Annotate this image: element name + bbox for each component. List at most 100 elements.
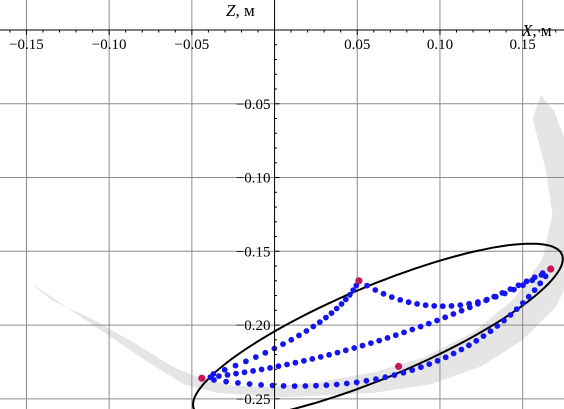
trajectory-3-point bbox=[487, 328, 494, 335]
trajectory-2-point bbox=[338, 301, 345, 307]
trajectory-3-point bbox=[323, 382, 330, 389]
trajectory-1-point bbox=[448, 303, 455, 309]
trajectory-3-point bbox=[473, 337, 480, 344]
trajectory-4-point bbox=[275, 363, 282, 370]
trajectory-4-point bbox=[401, 329, 407, 336]
trajectory-2-point bbox=[252, 354, 259, 360]
trajectory-4-point bbox=[258, 366, 265, 373]
x-axis-unit: , м bbox=[532, 21, 552, 40]
trajectory-4-point bbox=[483, 297, 489, 304]
trajectory-4-point bbox=[267, 365, 273, 371]
trajectory-1-point bbox=[457, 302, 464, 308]
corner-point bbox=[395, 362, 403, 370]
trajectory-1-point bbox=[405, 299, 412, 306]
x-tick-labels: −0.15 −0.10 −0.05 0.05 0.10 0.15 bbox=[9, 37, 536, 53]
trajectory-3-point bbox=[409, 367, 416, 373]
trajectory-1-point bbox=[372, 287, 379, 293]
y-axis-title: Z, м bbox=[226, 1, 255, 20]
trajectory-4-point bbox=[207, 374, 214, 381]
trajectory-2-point bbox=[280, 341, 286, 347]
trajectory-3-point bbox=[520, 300, 526, 306]
trajectory-1-point bbox=[364, 282, 370, 289]
trajectory-4-point bbox=[491, 293, 498, 300]
trajectory-4-point bbox=[475, 300, 481, 307]
trajectory-4-point bbox=[309, 356, 316, 362]
y-axis-unit: , м bbox=[235, 1, 255, 20]
trajectory-1-point bbox=[520, 282, 526, 289]
trajectory-3-point bbox=[442, 354, 449, 361]
trajectory-2-point bbox=[328, 310, 335, 316]
reachable-ellipse bbox=[191, 242, 564, 409]
trajectory-2-point bbox=[262, 349, 269, 356]
trajectory-4-point bbox=[284, 361, 290, 368]
trajectory-4-point bbox=[539, 270, 546, 277]
trajectory-3-point bbox=[391, 372, 398, 378]
trajectory-4-point bbox=[359, 342, 366, 349]
trajectory-4-point bbox=[409, 326, 416, 333]
trajectory-2-point bbox=[316, 319, 323, 325]
trajectory-2-point bbox=[303, 328, 310, 334]
trajectory-4-point bbox=[351, 345, 358, 351]
trajectory-2-point bbox=[288, 336, 295, 343]
trajectory-4-point bbox=[450, 311, 457, 317]
trajectory-3-point bbox=[258, 382, 264, 388]
x-tick-label: −0.05 bbox=[174, 37, 209, 53]
trajectory-4-point bbox=[507, 286, 514, 292]
trajectory-3-point bbox=[382, 374, 389, 381]
trajectory-2-point bbox=[342, 296, 349, 303]
trajectory-3-point bbox=[537, 280, 544, 287]
trajectory-3-point bbox=[400, 369, 407, 376]
trajectory-3-point bbox=[450, 350, 457, 357]
trajectory-3-point bbox=[246, 381, 253, 387]
trajectory-4-point bbox=[342, 347, 349, 354]
trajectory-4-point bbox=[531, 274, 538, 281]
trajectory-1-point bbox=[388, 294, 395, 300]
y-axis-var: Z bbox=[226, 1, 236, 20]
trajectory-3-point bbox=[343, 380, 350, 387]
trajectory-4-point bbox=[442, 314, 449, 321]
trajectory-3-point bbox=[480, 333, 487, 339]
y-tick-labels: −0.05 −0.10 −0.15 −0.20 −0.25 bbox=[236, 97, 271, 408]
trajectory-3-point bbox=[513, 306, 520, 312]
workspace-region bbox=[29, 94, 564, 398]
trajectory-3-point bbox=[363, 377, 370, 384]
trajectory-3-point bbox=[434, 357, 441, 364]
trajectory-4-point bbox=[499, 290, 506, 296]
corner-point bbox=[198, 374, 206, 382]
x-tick-label: 0.15 bbox=[510, 37, 536, 53]
trajectory-3-point bbox=[458, 346, 465, 353]
trajectory-4-point bbox=[458, 307, 465, 314]
x-tick-label: 0.05 bbox=[344, 37, 370, 53]
trajectory-4-point bbox=[515, 282, 522, 289]
trajectory-4-point bbox=[334, 349, 341, 356]
trajectory-3-point bbox=[525, 293, 532, 300]
trajectory-4-point bbox=[233, 370, 239, 377]
x-tick-label: −0.10 bbox=[92, 37, 127, 53]
trajectory-2-point bbox=[243, 358, 249, 365]
trajectory-3-point bbox=[280, 383, 287, 389]
trajectory-3-point bbox=[531, 287, 538, 293]
trajectory-2-point bbox=[310, 323, 317, 330]
trajectory-3-point bbox=[223, 378, 230, 385]
y-tick-label: −0.20 bbox=[236, 318, 271, 334]
trajectory-4-point bbox=[241, 369, 248, 376]
trajectory-1-point bbox=[439, 303, 446, 310]
trajectory-3-point bbox=[426, 361, 433, 367]
trajectory-3-point bbox=[313, 382, 319, 389]
trajectory-3-point bbox=[507, 312, 514, 318]
workspace-region-shape bbox=[29, 94, 564, 398]
trajectory-3-point bbox=[269, 382, 276, 389]
trajectory-3-point bbox=[291, 383, 298, 389]
trajectory-4-point bbox=[417, 323, 424, 330]
trajectory-3-point bbox=[333, 381, 340, 388]
trajectory-3-point bbox=[501, 317, 507, 324]
trajectory-1-point bbox=[397, 297, 404, 303]
trajectory-3-point bbox=[235, 380, 241, 386]
trajectory-1-point bbox=[380, 290, 387, 297]
trajectory-4-point bbox=[292, 359, 299, 366]
trajectory-2-point bbox=[333, 305, 340, 312]
trajectory-3-point bbox=[418, 364, 424, 371]
trajectory-4-point bbox=[392, 332, 399, 339]
